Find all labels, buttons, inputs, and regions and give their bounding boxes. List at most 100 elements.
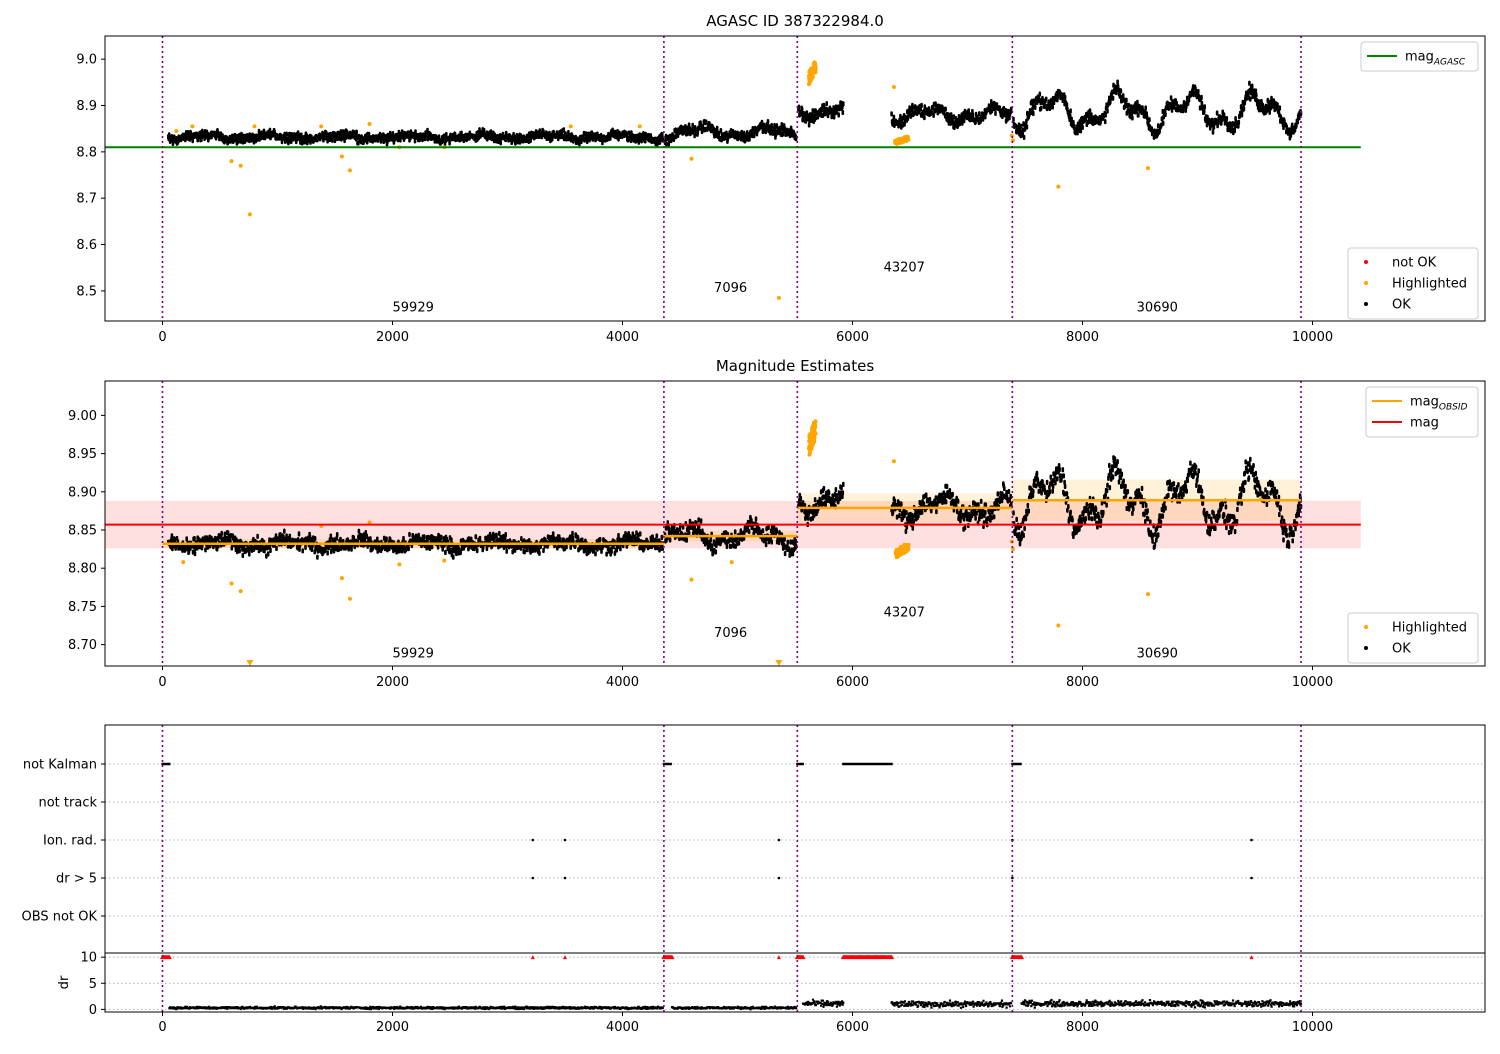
- flag-mark: [842, 762, 893, 766]
- x-tick-label: 10000: [1292, 330, 1333, 345]
- highlighted-point: [367, 122, 372, 127]
- offscale-marker: [246, 659, 254, 666]
- highlighted-point: [813, 65, 818, 70]
- legend-label: Highlighted: [1392, 621, 1467, 636]
- x-tick-label: 6000: [836, 675, 869, 690]
- x-tick-label: 4000: [606, 330, 639, 345]
- legend-marker: [1364, 625, 1368, 629]
- x-tick-label: 6000: [836, 1020, 869, 1035]
- y-tick-label: 8.8: [76, 145, 97, 160]
- highlighted-point: [1146, 592, 1151, 597]
- x-tick-label: 2000: [376, 1020, 409, 1035]
- flag-mark: [662, 762, 672, 766]
- highlighted-point: [229, 159, 234, 164]
- legend-label: OK: [1392, 642, 1411, 657]
- highlighted-point: [252, 124, 257, 129]
- dr-tick-label: 10: [80, 951, 97, 966]
- obsid-annotation: 30690: [1137, 647, 1178, 662]
- obsid-annotation: 59929: [393, 301, 434, 316]
- flag-mark: [777, 838, 781, 842]
- plot-frame: [104, 380, 1486, 667]
- y-tick-label: 9.0: [76, 53, 97, 68]
- highlighted-point: [808, 440, 813, 445]
- legend-marker: [1364, 260, 1368, 264]
- highlighted-point: [1056, 184, 1061, 189]
- ok-points: [167, 455, 1303, 560]
- highlighted-point: [894, 552, 899, 557]
- y-tick-label: 8.7: [76, 192, 97, 207]
- highlighted-point: [229, 581, 234, 586]
- legend-box: [1347, 247, 1479, 320]
- y-tick-label: 8.75: [68, 600, 97, 615]
- x-tick-label: 4000: [606, 1020, 639, 1035]
- highlighted-point: [891, 84, 896, 89]
- ok-points: [167, 79, 1303, 148]
- highlighted-point: [339, 576, 344, 581]
- highlighted-point: [190, 124, 195, 129]
- highlighted-point: [637, 124, 642, 129]
- x-tick-label: 2000: [376, 330, 409, 345]
- highlighted-point: [347, 168, 352, 173]
- legend-label: OK: [1392, 298, 1411, 313]
- dr-clipped-marker: [563, 955, 567, 960]
- flag-row-label: not Kalman: [23, 758, 97, 773]
- obsid-annotation: 43207: [884, 605, 925, 620]
- panel-title: AGASC ID 387322984.0: [706, 12, 884, 30]
- dr-clipped-marker: [1249, 955, 1254, 960]
- dr-clipped-marker: [840, 954, 895, 960]
- highlighted-point: [807, 450, 812, 455]
- plot-frame: [104, 35, 1486, 322]
- highlighted-point: [181, 560, 186, 565]
- flag-mark: [1011, 876, 1014, 880]
- x-tick-label: 0: [158, 675, 166, 690]
- x-tick-label: 4000: [606, 675, 639, 690]
- y-tick-label: 8.80: [68, 562, 97, 577]
- dr-clipped-marker: [530, 955, 535, 960]
- dr-points: [168, 998, 1303, 1011]
- y-tick-label: 9.00: [68, 409, 97, 424]
- y-tick-label: 8.6: [76, 238, 97, 253]
- legend-label: Highlighted: [1392, 277, 1467, 292]
- flag-mark: [777, 876, 781, 880]
- highlighted-point: [689, 577, 694, 582]
- flag-row-label: dr > 5: [56, 872, 97, 887]
- flag-mark: [1011, 762, 1022, 766]
- highlighted-point: [339, 154, 344, 159]
- highlighted-point: [347, 596, 352, 601]
- plot-area: 59929 7096 43207 30690: [105, 36, 1361, 321]
- x-tick-label: 10000: [1292, 1020, 1333, 1035]
- obsid-annotation: 30690: [1137, 301, 1178, 316]
- highlighted-point: [903, 543, 908, 548]
- highlighted-point: [807, 443, 812, 448]
- obsid-annotation: 7096: [714, 281, 747, 296]
- highlighted-point: [776, 295, 781, 300]
- y-tick-label: 8.5: [76, 284, 97, 299]
- highlighted-point: [247, 212, 252, 217]
- flag-mark: [531, 838, 535, 842]
- x-tick-label: 6000: [836, 330, 869, 345]
- y-tick-label: 8.9: [76, 99, 97, 114]
- highlighted-point: [891, 459, 896, 464]
- flag-mark: [563, 876, 567, 880]
- highlighted-point: [811, 424, 816, 429]
- highlighted-point: [397, 562, 402, 567]
- highlighted-point: [319, 124, 324, 129]
- flag-mark: [1250, 876, 1253, 880]
- highlighted-point: [811, 69, 816, 74]
- y-tick-label: 8.85: [68, 523, 97, 538]
- highlighted-point: [808, 70, 813, 75]
- flag-mark: [796, 762, 804, 766]
- dr-clipped-marker: [776, 955, 781, 960]
- x-tick-label: 8000: [1066, 675, 1099, 690]
- flag-row-label: Ion. rad.: [43, 834, 97, 849]
- legend-box: [1360, 41, 1479, 72]
- x-tick-label: 0: [158, 330, 166, 345]
- highlighted-point: [1010, 547, 1015, 552]
- dr-clipped-marker: [1009, 954, 1025, 960]
- highlighted-point: [810, 434, 815, 439]
- y-tick-label: 8.70: [68, 638, 97, 653]
- magnitude-estimates-panel: Magnitude Estimates 59929 7096 43207 30690 0…: [68, 357, 1486, 690]
- highlighted-point: [1056, 623, 1061, 628]
- legend-box: [1365, 386, 1479, 438]
